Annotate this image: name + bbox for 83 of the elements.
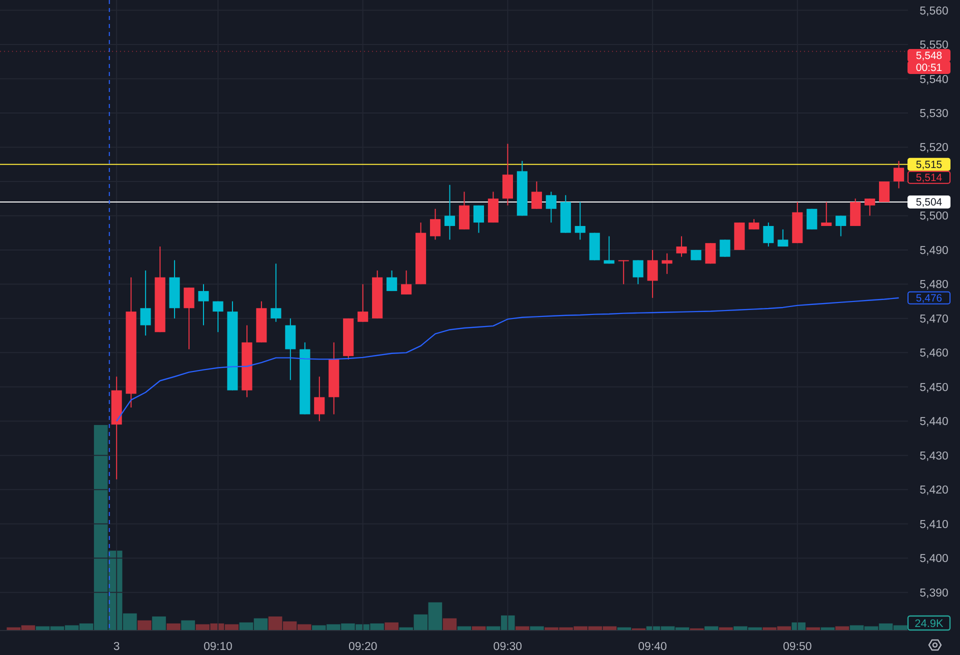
candlestick bbox=[662, 252, 672, 274]
text: 00:51 bbox=[916, 62, 942, 74]
candlestick bbox=[836, 215, 846, 237]
y-tick-label: 5,500 bbox=[920, 210, 948, 223]
y-tick-label: 5,530 bbox=[920, 108, 948, 120]
bar bbox=[792, 622, 806, 630]
text: 5,514 bbox=[916, 172, 942, 184]
candlestick bbox=[618, 260, 629, 285]
bar bbox=[472, 626, 486, 630]
candlestick bbox=[546, 191, 556, 224]
candlestick bbox=[198, 284, 209, 326]
candlestick bbox=[676, 236, 687, 258]
candlestick bbox=[184, 287, 194, 350]
bar bbox=[820, 627, 835, 630]
candlestick bbox=[386, 270, 398, 292]
y-tick-label: 5,540 bbox=[920, 74, 948, 86]
candlestick bbox=[212, 300, 224, 333]
candlestick bbox=[531, 180, 542, 210]
candlestick bbox=[864, 198, 876, 216]
candlestick bbox=[705, 242, 716, 264]
candlestick bbox=[632, 260, 644, 285]
y-tick-label: 5,440 bbox=[920, 416, 948, 428]
bar bbox=[152, 616, 166, 630]
candlestick bbox=[502, 143, 513, 206]
x-tick-label: 3 bbox=[113, 641, 120, 653]
bar bbox=[617, 627, 632, 630]
candlestick bbox=[850, 198, 861, 226]
bar bbox=[384, 622, 398, 630]
text: 24.9K bbox=[914, 618, 944, 630]
candlestick bbox=[444, 184, 456, 240]
bar bbox=[138, 620, 152, 630]
x-tick-label: 09:50 bbox=[783, 641, 812, 653]
candlestick bbox=[270, 263, 282, 322]
bar bbox=[719, 627, 733, 630]
x-tick-label: 09:40 bbox=[638, 641, 667, 653]
candlestick bbox=[473, 204, 484, 234]
candlestick bbox=[894, 160, 904, 189]
y-tick-label: 5,450 bbox=[920, 382, 948, 394]
bar bbox=[166, 623, 180, 630]
candlestick bbox=[574, 202, 586, 240]
candlestick bbox=[358, 284, 368, 322]
y-tick-label: 5,470 bbox=[920, 313, 948, 326]
ref-line-label: 5,548 bbox=[916, 50, 942, 62]
candlestick bbox=[720, 239, 730, 258]
x-tick-label: 09:10 bbox=[204, 641, 232, 653]
candlestick bbox=[488, 191, 498, 224]
candlestick bbox=[806, 208, 818, 230]
y-tick-label: 5,560 bbox=[920, 5, 948, 18]
y-tick-label: 5,550 bbox=[920, 40, 948, 52]
bar bbox=[530, 626, 544, 630]
candlestick bbox=[647, 249, 658, 298]
bar bbox=[516, 626, 530, 630]
y-tick-label: 5,490 bbox=[920, 244, 948, 257]
y-tick-label: 5,410 bbox=[920, 518, 948, 531]
candlestick bbox=[778, 228, 788, 248]
candlestick bbox=[140, 270, 151, 336]
y-tick-label: 5,400 bbox=[920, 553, 948, 566]
y-tick-label: 5,480 bbox=[920, 279, 948, 292]
x-tick-label: 09:30 bbox=[493, 641, 522, 653]
ref-line-label: 5,504 bbox=[916, 196, 942, 209]
y-tick-label: 5,460 bbox=[920, 348, 948, 360]
candlestick bbox=[821, 202, 832, 226]
x-tick-label: 09:20 bbox=[348, 641, 378, 653]
bar bbox=[181, 620, 195, 630]
candlestick bbox=[763, 222, 774, 248]
bar bbox=[704, 626, 718, 630]
candlestick bbox=[401, 270, 412, 295]
y-tick-label: 5,420 bbox=[920, 484, 948, 497]
y-tick-label: 5,390 bbox=[920, 587, 948, 600]
bar bbox=[835, 626, 850, 630]
bar bbox=[442, 618, 457, 630]
ref-line-label: 5,515 bbox=[916, 158, 942, 171]
text: 5,476 bbox=[916, 292, 942, 304]
y-tick-label: 5,520 bbox=[920, 142, 948, 154]
candlestick bbox=[458, 191, 470, 230]
y-tick-label: 5,430 bbox=[920, 450, 948, 462]
bar bbox=[806, 627, 820, 630]
candlestick bbox=[748, 218, 760, 230]
bar bbox=[457, 626, 472, 630]
candlestick bbox=[285, 318, 296, 381]
candlestick bbox=[314, 376, 325, 422]
candlestick bbox=[604, 236, 614, 264]
candlestick bbox=[430, 208, 441, 240]
